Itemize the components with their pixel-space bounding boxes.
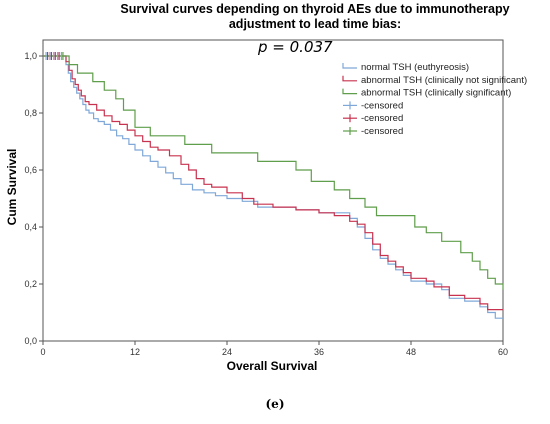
legend-label: abnormal TSH (clinically significant): [361, 88, 511, 99]
legend-label: normal TSH (euthyreosis): [361, 62, 469, 73]
survival-line-2: [43, 55, 503, 311]
chart-title-line2: adjustment to lead time bias:: [229, 17, 401, 31]
figure-caption: (e): [266, 397, 285, 411]
legend: normal TSH (euthyreosis) abnormal TSH (cl…: [342, 62, 527, 137]
y-tick-label: 0,8: [24, 108, 37, 118]
x-tick-label: 12: [130, 347, 140, 357]
y-tick-label: 0,4: [24, 222, 37, 232]
legend-line-swatch: [342, 88, 357, 95]
x-axis-title: Overall Survival: [227, 359, 318, 373]
x-tick-label: 60: [498, 347, 508, 357]
survival-line-3: [43, 55, 504, 290]
series-layer: [43, 55, 504, 319]
y-tick-label: 0,6: [24, 165, 37, 175]
survival-line-1: [43, 55, 503, 319]
legend-censor-label: -censored: [361, 126, 403, 137]
y-axis: 0,0 0,2 0,4 0,6 0,8 1,0: [24, 51, 43, 346]
x-axis: 0 12 24 36 48 60: [40, 341, 508, 357]
plot-frame: [42, 39, 504, 342]
legend-censor-label: -censored: [361, 113, 403, 124]
x-tick-label: 48: [406, 347, 416, 357]
y-tick-label: 0,2: [24, 279, 37, 289]
y-tick-label: 0,0: [24, 336, 37, 346]
censor-marks: [45, 52, 64, 60]
legend-censor-label: -censored: [361, 100, 403, 111]
x-tick-label: 24: [222, 347, 232, 357]
legend-label: abnormal TSH (clinically not significant…: [361, 75, 527, 86]
legend-line-swatch: [342, 63, 357, 69]
p-value-annotation: p = 0.037: [257, 38, 333, 56]
y-tick-label: 1,0: [24, 51, 37, 61]
legend-line-swatch: [342, 75, 357, 82]
x-tick-label: 36: [314, 347, 324, 357]
chart-title-line1: Survival curves depending on thyroid AEs…: [120, 2, 509, 16]
y-axis-title: Cum Survival: [5, 149, 19, 226]
x-tick-label: 0: [40, 347, 45, 357]
